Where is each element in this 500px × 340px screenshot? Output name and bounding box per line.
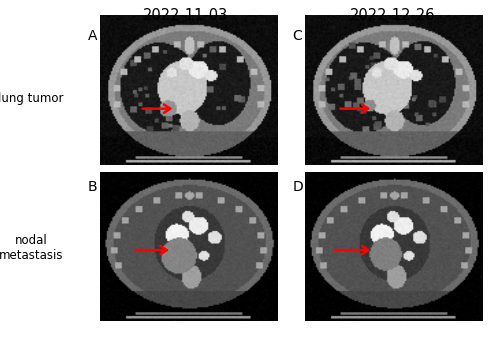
Text: nodal
metastasis: nodal metastasis [0, 234, 63, 262]
Text: A: A [88, 29, 97, 43]
Text: C: C [292, 29, 302, 43]
Text: B: B [88, 180, 98, 194]
Text: 2022-11-03: 2022-11-03 [142, 8, 228, 23]
Text: lung tumor: lung tumor [0, 92, 64, 105]
Text: D: D [292, 180, 303, 194]
Text: 2022-12-26: 2022-12-26 [350, 8, 435, 23]
